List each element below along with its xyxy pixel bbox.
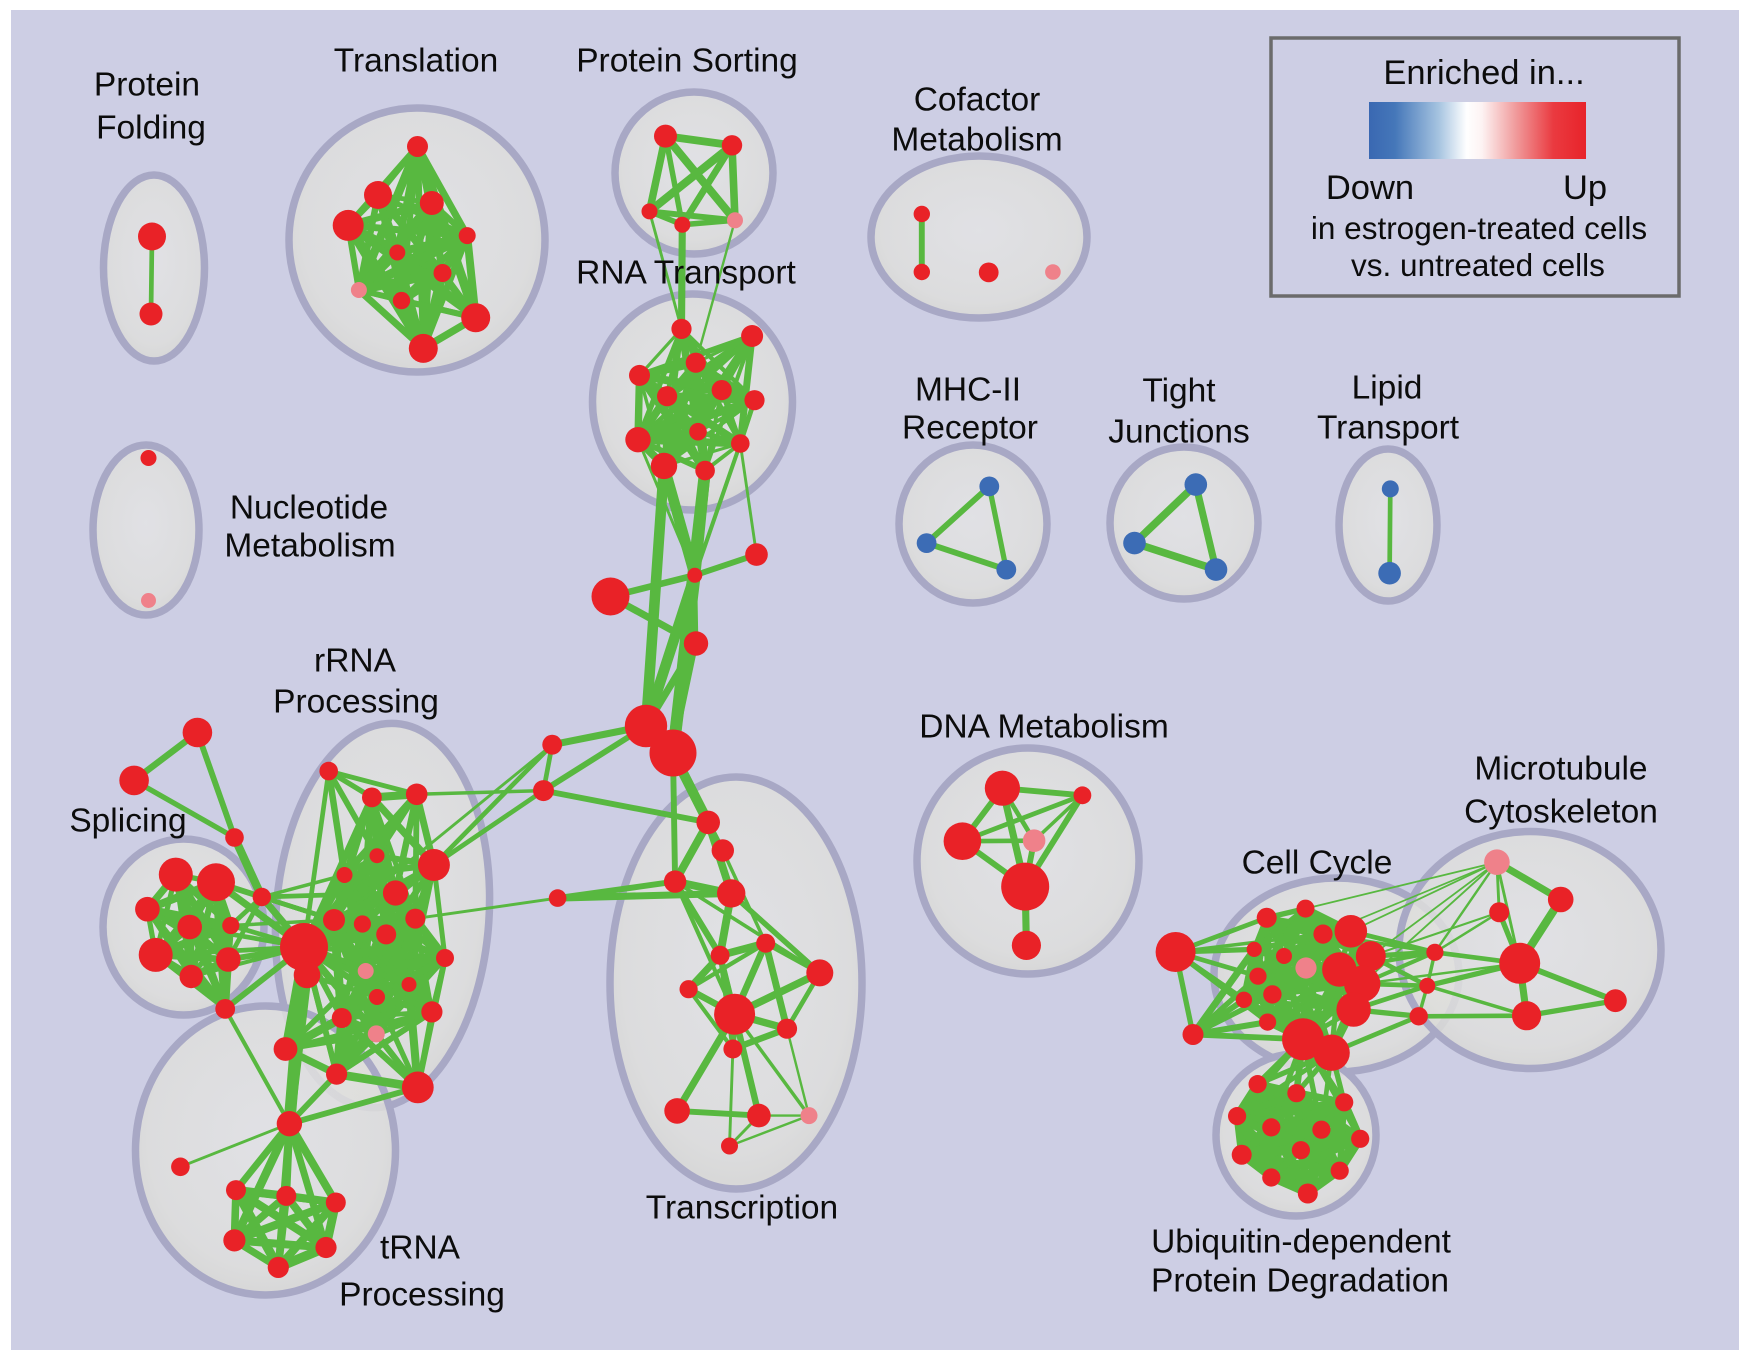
svg-text:Splicing: Splicing bbox=[69, 803, 186, 840]
svg-text:Translation: Translation bbox=[334, 43, 498, 80]
svg-text:Protein: Protein bbox=[94, 67, 200, 104]
svg-text:MHC-II: MHC-II bbox=[915, 372, 1021, 409]
svg-text:RNA Transport: RNA Transport bbox=[576, 255, 796, 292]
svg-text:Up: Up bbox=[1563, 169, 1607, 207]
svg-text:Cell Cycle: Cell Cycle bbox=[1242, 845, 1393, 882]
svg-text:vs. untreated cells: vs. untreated cells bbox=[1351, 247, 1605, 283]
svg-text:Down: Down bbox=[1326, 169, 1414, 207]
svg-text:Cofactor: Cofactor bbox=[914, 82, 1041, 119]
svg-text:Processing: Processing bbox=[273, 684, 439, 721]
svg-text:Microtubule: Microtubule bbox=[1474, 751, 1647, 788]
svg-text:Tight: Tight bbox=[1142, 373, 1216, 410]
svg-text:Enriched in...: Enriched in... bbox=[1383, 54, 1584, 92]
svg-text:Junctions: Junctions bbox=[1108, 414, 1250, 451]
svg-text:Protein Degradation: Protein Degradation bbox=[1151, 1263, 1449, 1300]
svg-text:Processing: Processing bbox=[339, 1277, 505, 1314]
svg-text:Receptor: Receptor bbox=[902, 410, 1038, 447]
svg-text:Ubiquitin-dependent: Ubiquitin-dependent bbox=[1151, 1224, 1452, 1261]
svg-text:Nucleotide: Nucleotide bbox=[230, 490, 388, 527]
svg-text:tRNA: tRNA bbox=[380, 1230, 461, 1267]
svg-text:Cytoskeleton: Cytoskeleton bbox=[1464, 794, 1658, 831]
svg-text:Folding: Folding bbox=[96, 110, 206, 147]
svg-text:Transcription: Transcription bbox=[646, 1190, 838, 1227]
svg-text:in estrogen-treated cells: in estrogen-treated cells bbox=[1311, 210, 1647, 246]
svg-text:DNA Metabolism: DNA Metabolism bbox=[919, 709, 1168, 746]
svg-text:Metabolism: Metabolism bbox=[891, 122, 1062, 159]
svg-text:Lipid: Lipid bbox=[1352, 370, 1423, 407]
svg-text:Protein Sorting: Protein Sorting bbox=[576, 43, 798, 80]
svg-text:rRNA: rRNA bbox=[314, 643, 397, 680]
svg-text:Transport: Transport bbox=[1317, 410, 1460, 447]
svg-text:Metabolism: Metabolism bbox=[224, 528, 395, 565]
